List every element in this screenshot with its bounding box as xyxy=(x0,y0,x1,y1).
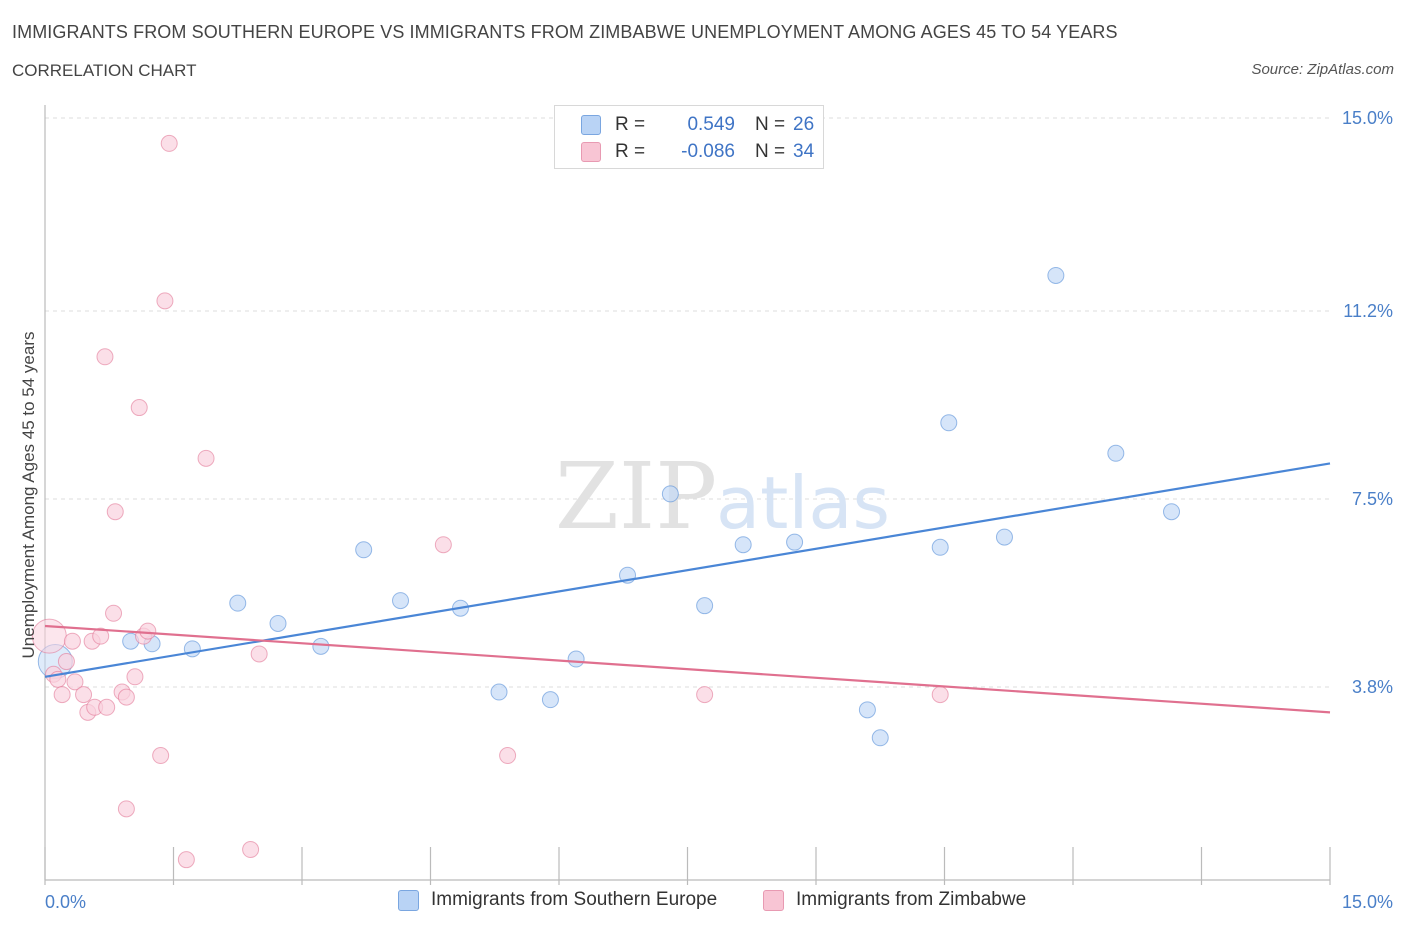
point-southern-europe xyxy=(392,592,410,610)
legend-swatch-pink xyxy=(581,142,601,162)
point-southern-europe xyxy=(995,528,1013,546)
y-axis-label: Unemployment Among Ages 45 to 54 years xyxy=(19,332,38,659)
point-southern-europe xyxy=(490,683,508,701)
point-southern-europe xyxy=(661,485,679,503)
point-southern-europe xyxy=(355,541,373,559)
point-zimbabwe xyxy=(931,686,949,704)
point-zimbabwe xyxy=(75,686,93,704)
point-southern-europe xyxy=(183,640,201,658)
point-southern-europe xyxy=(734,536,752,554)
point-southern-europe xyxy=(269,614,287,632)
point-zimbabwe xyxy=(66,673,84,691)
legend-swatch-blue xyxy=(398,889,419,911)
legend-r-value: 0.549 xyxy=(687,114,735,135)
legend-swatch-pink xyxy=(763,889,784,911)
legend-label: Immigrants from Zimbabwe xyxy=(796,889,1027,910)
point-southern-europe xyxy=(940,414,958,432)
x-tick-label: 15.0% xyxy=(1342,892,1393,912)
point-zimbabwe xyxy=(160,134,178,152)
legend-n-value: 34 xyxy=(793,141,815,162)
correlation-legend: R = 0.549 N = 26 R = -0.086 N = 34 xyxy=(554,105,824,169)
y-tick-label: 3.8% xyxy=(1352,677,1393,697)
point-zimbabwe xyxy=(177,851,195,869)
point-zimbabwe xyxy=(92,627,110,645)
point-southern-europe xyxy=(1107,444,1125,462)
point-southern-europe xyxy=(871,729,889,747)
point-zimbabwe xyxy=(105,604,123,622)
point-zimbabwe xyxy=(57,653,75,671)
legend-r-label: R = xyxy=(615,141,646,162)
point-zimbabwe xyxy=(117,800,135,818)
point-southern-europe xyxy=(312,637,330,655)
legend-n-label: N = xyxy=(755,141,786,162)
point-zimbabwe xyxy=(117,688,135,706)
point-zimbabwe xyxy=(63,632,81,650)
legend-row-southern-europe: R = 0.549 N = 26 xyxy=(581,112,814,138)
point-zimbabwe xyxy=(696,686,714,704)
legend-item-southern-europe: Immigrants from Southern Europe xyxy=(398,889,717,911)
point-southern-europe xyxy=(931,538,949,556)
watermark-zip: ZIP xyxy=(555,443,717,550)
legend-n-value: 26 xyxy=(793,114,815,135)
point-zimbabwe xyxy=(197,449,215,467)
point-zimbabwe xyxy=(53,686,71,704)
point-zimbabwe xyxy=(130,399,148,417)
legend-label: Immigrants from Southern Europe xyxy=(431,889,718,910)
trend-line-zimbabwe xyxy=(44,624,1331,714)
point-zimbabwe xyxy=(106,503,124,521)
legend-row-zimbabwe: R = -0.086 N = 34 xyxy=(581,139,814,165)
watermark: ZIP atlas xyxy=(555,443,890,550)
tick-labels: 3.8% 7.5% 11.2% 15.0% 0.0% 15.0% xyxy=(45,108,1393,912)
chart-title: IMMIGRANTS FROM SOUTHERN EUROPE VS IMMIG… xyxy=(12,22,1118,42)
y-tick-label: 15.0% xyxy=(1342,108,1393,128)
point-southern-europe xyxy=(786,533,804,551)
point-zimbabwe xyxy=(96,348,114,366)
x-tick-label: 0.0% xyxy=(45,892,86,912)
point-zimbabwe xyxy=(139,622,157,640)
point-zimbabwe xyxy=(242,841,260,859)
data-points xyxy=(31,134,1181,869)
source-label: Source: ZipAtlas.com xyxy=(1251,61,1394,78)
chart-subtitle: CORRELATION CHART xyxy=(12,61,197,80)
y-tick-label: 11.2% xyxy=(1343,301,1393,321)
axes xyxy=(44,105,1331,885)
point-zimbabwe xyxy=(156,292,174,310)
watermark-atlas: atlas xyxy=(716,461,890,545)
legend-r-value: -0.086 xyxy=(681,141,735,162)
point-southern-europe xyxy=(541,691,559,709)
point-zimbabwe xyxy=(250,645,268,663)
point-southern-europe xyxy=(696,597,714,615)
legend-r-label: R = xyxy=(615,114,646,135)
point-zimbabwe xyxy=(499,747,517,765)
point-southern-europe xyxy=(229,594,247,612)
point-southern-europe xyxy=(1047,266,1065,284)
trend-lines xyxy=(44,462,1331,714)
point-zimbabwe xyxy=(434,536,452,554)
legend-n-label: N = xyxy=(755,114,786,135)
point-zimbabwe xyxy=(98,698,116,716)
legend-swatch-blue xyxy=(581,115,601,135)
point-southern-europe xyxy=(858,701,876,719)
legend-item-zimbabwe: Immigrants from Zimbabwe xyxy=(763,889,1026,911)
point-southern-europe xyxy=(1163,503,1181,521)
y-tick-label: 7.5% xyxy=(1352,489,1393,509)
point-zimbabwe xyxy=(126,668,144,686)
point-southern-europe xyxy=(567,650,585,668)
point-zimbabwe xyxy=(152,747,170,765)
